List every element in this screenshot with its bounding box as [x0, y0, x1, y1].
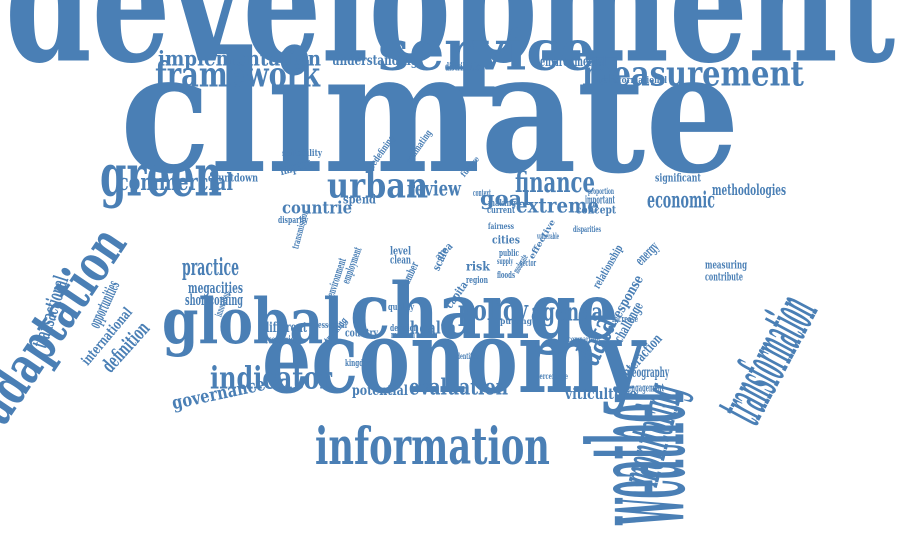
word: clean	[390, 253, 412, 267]
word: evaluation	[409, 374, 509, 401]
word: global	[162, 283, 344, 358]
word: economy	[262, 298, 645, 416]
word: different	[263, 320, 308, 337]
word: important	[585, 193, 615, 207]
word: geography	[627, 365, 670, 382]
word: shortcoming	[185, 290, 243, 309]
word: essential	[318, 320, 347, 331]
word: information	[315, 417, 550, 478]
word: change	[350, 267, 618, 357]
word: implementation	[158, 45, 322, 71]
word: putting	[500, 316, 533, 327]
word: urban	[327, 165, 429, 207]
word: climate	[120, 15, 740, 211]
word: transformational	[597, 75, 668, 86]
word: disparity	[278, 215, 309, 226]
word: commercial	[118, 168, 234, 196]
word: engagement	[628, 381, 664, 395]
word: development	[5, 0, 895, 87]
word: transformation	[703, 282, 832, 435]
word: economies	[265, 333, 297, 347]
word: countdown	[208, 171, 258, 185]
word: proportion	[588, 186, 614, 197]
word: distribution	[445, 60, 485, 74]
word: floods	[497, 270, 516, 281]
word: contribute	[705, 270, 744, 284]
word: level	[390, 244, 411, 258]
word: service	[378, 18, 596, 84]
word: sustainable	[222, 0, 625, 8]
word: disparities	[573, 224, 601, 235]
word: viticulture	[565, 384, 638, 403]
word: making	[488, 198, 516, 209]
word: countrie	[282, 197, 353, 218]
word: sector	[520, 258, 537, 269]
word: vulnerable	[537, 231, 559, 242]
word: megacities	[188, 278, 243, 297]
word: concept	[576, 203, 617, 217]
word: comparison	[568, 334, 600, 345]
word: indicator	[210, 360, 332, 397]
word: understanding	[332, 53, 419, 70]
word: cities	[492, 233, 521, 247]
word: current	[487, 205, 516, 216]
word: green	[100, 140, 223, 210]
word: context	[473, 188, 492, 199]
word: risk	[466, 258, 490, 274]
word: agenda	[531, 297, 604, 327]
word: quality	[388, 302, 414, 313]
word: potential	[352, 383, 408, 400]
word: country	[345, 326, 379, 340]
word: fairness	[488, 221, 514, 232]
word: spend	[343, 191, 377, 207]
word: supply	[497, 256, 513, 267]
word: suitability	[282, 148, 322, 159]
word: percentage	[536, 371, 568, 382]
word: measuring	[705, 258, 748, 272]
word: practice	[182, 253, 240, 281]
word: region	[466, 275, 488, 286]
word: review	[407, 175, 461, 201]
word: significant	[655, 171, 701, 185]
word: goal	[480, 186, 531, 210]
word: increase	[612, 314, 639, 325]
word: finance	[515, 166, 595, 200]
word: public	[499, 248, 520, 259]
word: environmental	[540, 54, 607, 71]
word: economic	[647, 187, 715, 214]
word: energy	[632, 239, 663, 269]
word: decision	[390, 323, 418, 334]
word: methodologies	[712, 180, 787, 199]
word: health	[410, 317, 457, 338]
word: research	[391, 330, 415, 341]
word: policy	[458, 294, 528, 328]
word: extreme	[516, 192, 600, 218]
word: identifies	[455, 351, 479, 362]
word: measurement	[582, 53, 804, 95]
word: kingdom	[345, 358, 374, 369]
word: framework	[155, 54, 321, 96]
